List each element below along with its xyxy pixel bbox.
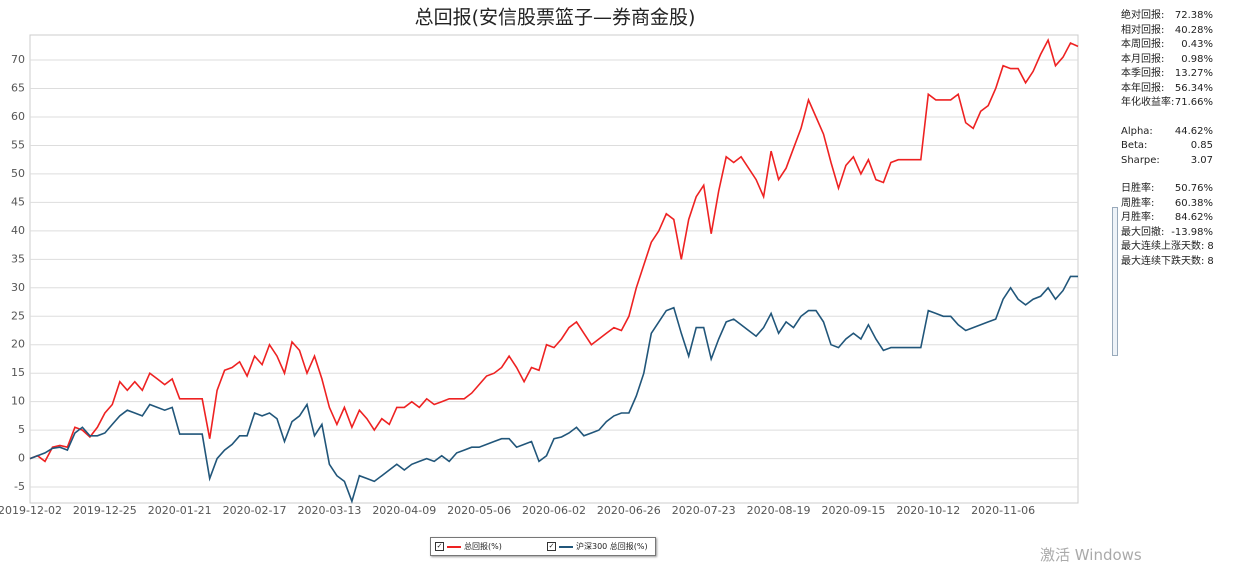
stat-label: 日胜率: bbox=[1121, 183, 1155, 194]
x-tick-label: 2020-09-15 bbox=[821, 504, 885, 517]
y-tick-label: 65 bbox=[11, 82, 25, 95]
stat-label: 本月回报: bbox=[1121, 53, 1165, 65]
watermark: 激活 Windows bbox=[1040, 546, 1142, 564]
y-tick-label: 25 bbox=[11, 309, 25, 322]
legend: ✓ 总回报(%) ✓ 沪深300 总回报(%) bbox=[430, 537, 656, 556]
x-tick-label: 2020-01-21 bbox=[148, 504, 212, 517]
chart-title: 总回报(安信股票篮子—券商金股) bbox=[415, 7, 696, 29]
stat-label: 年化收益率: bbox=[1121, 97, 1175, 108]
legend-swatch bbox=[447, 545, 461, 548]
x-tick-label: 2019-12-25 bbox=[73, 504, 137, 517]
stat-label: Alpha: bbox=[1121, 125, 1153, 137]
stat-value: 44.62% bbox=[1174, 125, 1213, 137]
y-tick-label: 5 bbox=[18, 423, 25, 436]
stat-label: 最大连续下跌天数: bbox=[1121, 255, 1205, 267]
stat-value: 0.43% bbox=[1181, 39, 1213, 50]
x-tick-label: 2020-10-12 bbox=[896, 504, 960, 517]
y-tick-label: 0 bbox=[18, 452, 25, 465]
stat-value: 0.85 bbox=[1190, 140, 1213, 151]
stat-row: 本季回报: 13.27% bbox=[1121, 67, 1213, 82]
spacer bbox=[1121, 111, 1213, 125]
stat-label: 最大回撤: bbox=[1121, 226, 1165, 238]
checkbox[interactable]: ✓ bbox=[547, 542, 556, 551]
stat-row: 最大回撤: -13.98% bbox=[1121, 226, 1213, 241]
stat-value: 13.27% bbox=[1174, 68, 1213, 79]
stat-label: 本周回报: bbox=[1121, 39, 1165, 50]
stat-row: 日胜率: 50.76% bbox=[1121, 182, 1213, 197]
x-tick-label: 2020-06-26 bbox=[597, 504, 661, 517]
stat-value: 71.66% bbox=[1174, 97, 1213, 108]
stat-row: 周胜率: 60.38% bbox=[1121, 197, 1213, 212]
series-line bbox=[29, 275, 1078, 504]
y-tick-label: 30 bbox=[11, 281, 25, 294]
y-tick-label: 55 bbox=[11, 138, 25, 151]
stat-row: 本周回报: 0.43% bbox=[1121, 38, 1213, 53]
y-tick-label: 45 bbox=[11, 195, 25, 208]
legend-label: 总回报(%) bbox=[464, 542, 502, 551]
stat-label: Beta: bbox=[1121, 140, 1148, 151]
legend-entry[interactable]: ✓ 沪深300 总回报(%) bbox=[547, 541, 655, 552]
series-line bbox=[29, 37, 1079, 463]
y-tick-label: 35 bbox=[11, 252, 25, 265]
x-tick-label: 2020-06-02 bbox=[522, 504, 586, 517]
stats-panel: 绝对回报: 72.38% 相对回报: 40.28% 本周回报: 0.43% 本月回报: 0.9… bbox=[1121, 9, 1214, 270]
y-tick-label: 15 bbox=[11, 366, 25, 379]
stat-value: 60.38% bbox=[1174, 197, 1213, 209]
stat-value: 56.34% bbox=[1174, 82, 1213, 94]
stat-row: Alpha: 44.62% bbox=[1121, 125, 1213, 140]
stat-value: 84.62% bbox=[1174, 212, 1213, 223]
stat-row: 年化收益率: 71.66% bbox=[1121, 96, 1213, 111]
stat-row: 本月回报: 0.98% bbox=[1121, 53, 1213, 68]
y-tick-label: 40 bbox=[11, 224, 25, 237]
stat-label: 月胜率: bbox=[1121, 212, 1155, 223]
stat-row: 相对回报: 40.28% bbox=[1121, 24, 1213, 39]
stat-value: 8 bbox=[1207, 255, 1214, 267]
y-tick-label: -5 bbox=[14, 480, 25, 493]
stat-value: -13.98% bbox=[1171, 226, 1213, 238]
x-tick-label: 2020-02-17 bbox=[223, 504, 287, 517]
stat-row: Sharpe: 3.07 bbox=[1121, 154, 1213, 169]
stat-label: Sharpe: bbox=[1121, 154, 1160, 166]
x-tick-label: 2020-07-23 bbox=[672, 504, 736, 517]
stat-value: 0.98% bbox=[1181, 53, 1213, 65]
checkbox[interactable]: ✓ bbox=[435, 542, 444, 551]
stat-label: 本季回报: bbox=[1121, 68, 1165, 79]
stat-row: 本年回报: 56.34% bbox=[1121, 82, 1213, 97]
x-tick-label: 2020-08-19 bbox=[747, 504, 811, 517]
plot-frame bbox=[29, 34, 1079, 504]
y-tick-label: 50 bbox=[11, 167, 25, 180]
stat-value: 50.76% bbox=[1174, 183, 1213, 194]
y-tick-label: 20 bbox=[11, 338, 25, 351]
chart: 总回报(安信股票篮子—券商金股) -5 0 5 10 15 20 25 30 35 40 45 50 5… bbox=[0, 7, 1079, 517]
x-tick-label: 2020-05-06 bbox=[447, 504, 511, 517]
y-tick-label: 10 bbox=[11, 395, 25, 408]
stat-value: 40.28% bbox=[1174, 24, 1213, 36]
x-tick-label: 2020-04-09 bbox=[372, 504, 436, 517]
stat-label: 本年回报: bbox=[1121, 82, 1165, 94]
spacer bbox=[1121, 168, 1213, 182]
x-tick-label: 2019-12-02 bbox=[0, 504, 62, 517]
scrollbar[interactable] bbox=[1112, 207, 1118, 356]
stat-label: 最大连续上涨天数: bbox=[1121, 241, 1205, 252]
stat-label: 周胜率: bbox=[1121, 197, 1155, 209]
stat-row: 月胜率: 84.62% bbox=[1121, 211, 1213, 226]
x-tick-label: 2020-03-13 bbox=[297, 504, 361, 517]
stat-row: 最大连续上涨天数: 8 bbox=[1121, 240, 1214, 255]
y-tick-label: 60 bbox=[11, 110, 25, 123]
stat-label: 相对回报: bbox=[1121, 24, 1165, 36]
y-tick-label: 70 bbox=[11, 53, 25, 66]
stat-value: 8 bbox=[1207, 241, 1214, 252]
legend-swatch bbox=[559, 545, 573, 548]
stat-value: 3.07 bbox=[1190, 154, 1213, 166]
stat-row: 最大连续下跌天数: 8 bbox=[1121, 255, 1214, 270]
legend-label: 沪深300 总回报(%) bbox=[576, 542, 648, 551]
x-tick-label: 2020-11-06 bbox=[971, 504, 1035, 517]
stat-row: 绝对回报: 72.38% bbox=[1121, 9, 1213, 24]
stat-label: 绝对回报: bbox=[1121, 10, 1165, 21]
stat-value: 72.38% bbox=[1174, 10, 1213, 21]
stat-row: Beta: 0.85 bbox=[1121, 139, 1213, 154]
legend-entry[interactable]: ✓ 总回报(%) bbox=[435, 541, 543, 552]
